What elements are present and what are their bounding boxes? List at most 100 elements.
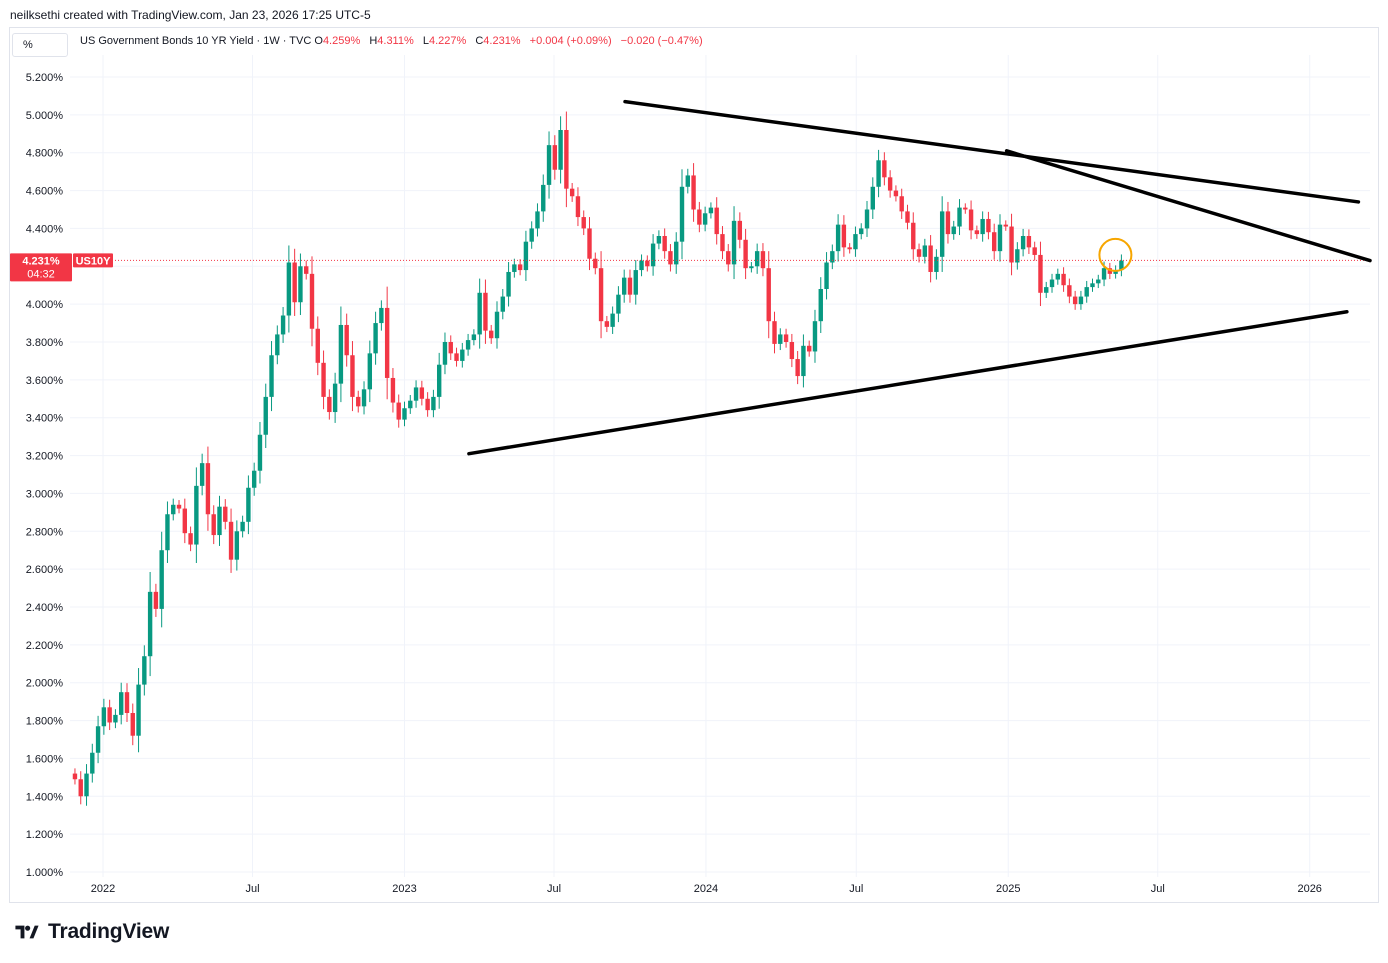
candle [113,709,118,729]
candle [830,244,835,270]
candle [72,768,78,785]
candle-body [321,362,326,397]
candle [899,188,904,219]
candle-body [882,160,887,178]
candle-body [639,260,644,271]
candle-body [1113,270,1118,274]
candle [263,383,268,448]
candle [119,682,124,725]
candle [165,501,170,563]
candle [974,225,980,239]
candle-body [928,245,933,272]
candle [1107,262,1113,280]
candle-body [361,389,367,407]
candle-body [835,224,841,252]
candle-body [431,396,436,411]
candle-body [731,220,737,265]
tradingview-logo-icon [15,925,39,939]
candle [442,332,448,375]
lower-trendline[interactable] [467,309,1349,456]
candle-body [945,211,951,235]
candle [905,204,910,230]
candle-body [876,160,881,187]
y-tick-label: 3.800% [26,337,64,349]
candle [1038,241,1043,307]
y-tick-label: 2.200% [26,640,64,652]
candle-body [1055,273,1061,280]
change-value: +0.004 (+0.09%) [529,35,612,47]
candle-body [292,262,297,303]
candle-body [182,508,188,534]
candle [818,277,823,334]
candle [425,392,430,417]
candle [668,244,673,272]
candle [726,244,731,272]
x-tick-label: 2023 [392,883,416,895]
candle [1084,280,1089,303]
candle-body [864,209,870,229]
candle-body [344,324,349,356]
candle [147,571,153,677]
candle-body [402,408,407,420]
candle-body [662,236,667,252]
candle [413,380,419,408]
candle [436,352,442,409]
candle-body [604,321,610,327]
candle [373,311,378,365]
candle-body [240,521,245,532]
candle-body [124,692,130,713]
descending-trendline[interactable] [1004,149,1372,263]
y-tick-label: 2.400% [26,602,64,614]
candle-body [558,130,563,170]
candle-body [697,209,702,225]
candle-body [304,266,309,274]
candle [645,255,650,272]
y-tick-label: 1.600% [26,753,64,765]
candle [963,203,968,214]
candle-body [298,266,303,303]
candle-body [870,186,875,210]
chart-pane[interactable] [9,27,1379,903]
candle-body [679,186,685,242]
candle-body [997,224,1003,252]
candle-body [766,268,771,322]
price-tag-value: 4.231% [22,255,60,267]
candle-body [78,779,83,797]
low-label: L [422,35,429,47]
candle [304,260,309,280]
candle-body [1096,279,1101,284]
candle [1003,220,1008,231]
candle-body [893,190,899,197]
candle [188,526,193,552]
y-tick-label: 4.600% [26,186,64,198]
candle-body [575,196,581,218]
candle-body [350,355,355,397]
candle [731,206,737,280]
candle [529,221,534,249]
symbol-legend: US Government Bonds 10 YR Yield · 1W · T… [80,35,703,47]
candle-body [95,726,101,753]
candle [957,199,962,236]
x-tick-label: 2024 [694,883,718,895]
upper-trendline[interactable] [623,99,1361,204]
candle-body [529,228,534,242]
y-tick-label: 5.000% [26,110,64,122]
candle [882,152,887,186]
candle-body [286,262,292,316]
candle [569,183,575,202]
candle [916,243,922,263]
candle-body [812,321,818,352]
candle [194,467,199,563]
candle [749,262,754,273]
candle-body [1009,226,1014,263]
candle-body [587,228,592,259]
candle-body [465,340,471,350]
candle-body [934,256,939,272]
candle [171,498,176,521]
symbol-description[interactable]: US Government Bonds 10 YR Yield · 1W · T… [80,35,312,47]
trendlines [467,99,1372,456]
candle [708,202,714,219]
scale-mode-button[interactable]: % [12,33,68,57]
candle [778,328,783,351]
